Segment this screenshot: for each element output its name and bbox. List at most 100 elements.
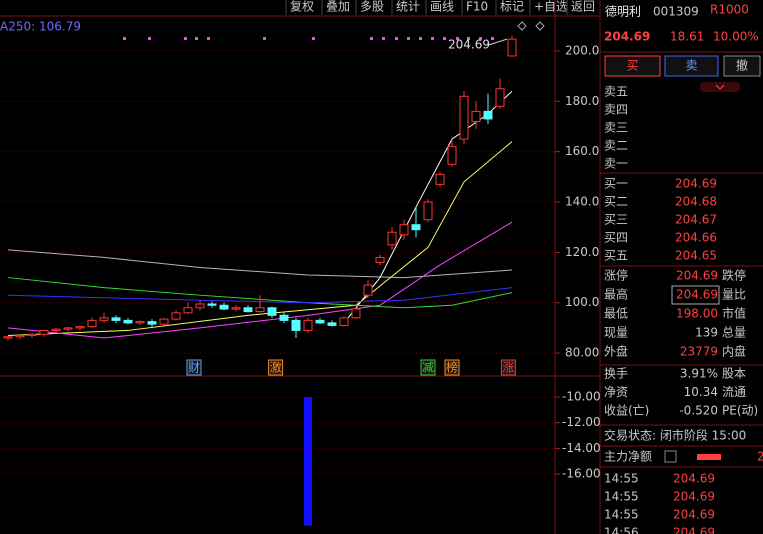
candle-body [147,321,157,325]
signal-dot [395,37,398,40]
candle-body [303,319,313,331]
bid-label: 买一 [604,177,628,191]
event-label: 财 [188,361,200,375]
stat-label: PE(动) [722,404,758,418]
y-tick-label: 180.0 [565,94,599,108]
trade-button-label: 卖 [685,59,697,73]
stat-value: 139 [695,326,718,340]
candle-body [267,307,277,316]
ma-line [7,221,513,339]
tick-time: 14:55 [604,508,639,522]
flow-label: 主力净额 [604,450,652,464]
stat-label: 涨停 [604,268,628,283]
candle-body [435,173,445,185]
tick-time: 14:56 [604,526,639,534]
y-tick-label: 200.0 [565,43,599,57]
badge: R1000 [710,3,749,17]
toolbar-button[interactable]: +自选 [534,0,568,14]
stat-value: 204.69 [676,269,718,283]
signal-dot [467,37,470,40]
bid-price: 204.65 [675,249,717,263]
candle-body [351,308,361,319]
candle-body [231,307,241,310]
candle-body [159,318,169,325]
candle-body [111,317,121,321]
candle-body [207,303,217,306]
signal-dot [312,37,315,40]
last-price: 204.69 [604,30,650,44]
signal-dot [184,37,187,40]
candle-body [327,322,337,326]
event-label: 减 [422,361,434,375]
candle-body [483,110,493,120]
trade-button[interactable] [604,55,661,77]
y-tick-label: 80.00 [565,346,599,360]
ma-line [343,90,513,324]
signal-dot [263,37,266,40]
bid-price: 204.66 [675,231,717,245]
stat-label: 总量 [722,326,746,340]
stat-value: 3.91% [680,367,718,381]
bid-label: 买四 [604,231,628,245]
signal-dot [443,37,446,40]
toolbar-button[interactable]: 统计 [396,0,420,14]
event-tag [444,359,460,376]
trade-status: 交易状态: 闭市阶段 15:00 [604,428,746,443]
candle-body [219,304,229,310]
toolbar-button[interactable]: F10 [466,0,488,14]
trade-button[interactable] [723,55,761,77]
annotation-arrow [487,38,508,46]
bid-label: 买三 [604,213,628,227]
tick-price: 204.69 [673,508,715,522]
stat-label: 收益(亡) [604,404,649,418]
candle-body [183,307,193,314]
ma-label: A250: 106.79 [0,20,81,34]
candle-body [315,319,325,324]
signal-dot [491,37,494,40]
toolbar-button[interactable]: 多股 [360,0,384,14]
stat-label: 跌停 [722,268,746,283]
candle-body [51,328,61,331]
toolbar-icons[interactable] [517,21,545,31]
trade-button[interactable] [664,55,719,77]
stock-code: 001309 [653,5,699,19]
signal-dot [207,37,210,40]
candle-body [3,336,13,339]
signal-dot [195,37,198,40]
event-label: 激 [270,361,282,375]
toolbar-button[interactable]: 返回 [571,0,595,14]
stat-label: 市值 [722,306,746,321]
stat-label: 净资 [604,385,628,399]
candle-body [87,319,97,328]
toolbar-button[interactable]: 标记 [500,0,524,14]
bid-label: 买五 [604,249,628,263]
event-tag [420,359,436,376]
tick-time: 14:55 [604,472,639,486]
toolbar-button[interactable]: 叠加 [326,0,350,14]
bid-price: 204.67 [675,213,717,227]
candle-body [63,327,73,330]
tick-price: 204.69 [673,490,715,504]
tick-price: 204.69 [673,472,715,486]
candle-body [27,333,37,336]
toolbar-button[interactable]: 画线 [430,0,454,14]
signal-dot [479,37,482,40]
collapse-badge[interactable] [700,82,740,92]
candle-body [363,284,373,296]
change-pct: 10.00% [713,30,759,44]
stat-label: 最低 [604,307,628,321]
event-tag [500,359,516,376]
y-tick-label: -12.00 [562,415,601,429]
stat-label: 外盘 [604,344,628,359]
y-tick-label: -16.00 [562,467,601,481]
tick-price: 204.69 [673,526,715,534]
ma-line [7,249,513,279]
toolbar-button[interactable]: 复权 [290,0,314,14]
signal-dot [419,37,422,40]
ask-label: 卖五 [604,85,628,99]
highlight-box [671,285,720,305]
stat-label: 最高 [604,287,628,302]
